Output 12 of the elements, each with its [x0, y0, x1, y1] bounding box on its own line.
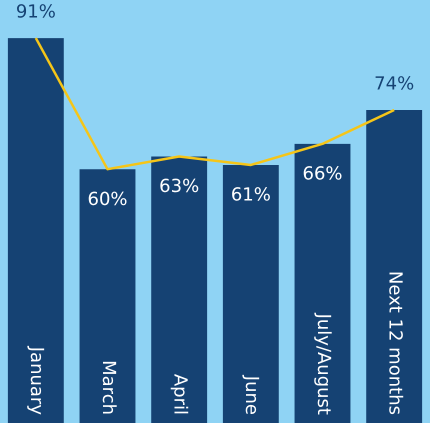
x-tick-label: July/August	[312, 312, 334, 415]
data-label: 63%	[159, 176, 200, 198]
x-tick-label: June	[241, 374, 262, 415]
x-tick-label: April	[169, 374, 190, 415]
x-tick-label: Next 12 months	[384, 270, 406, 415]
x-tick-label: March	[98, 360, 119, 415]
data-label: 61%	[230, 184, 271, 206]
data-label: 66%	[302, 163, 343, 184]
x-tick-label: January	[26, 346, 48, 416]
data-label: 74%	[374, 74, 414, 95]
data-label: 91%	[16, 2, 56, 23]
data-label: 60%	[87, 188, 128, 210]
